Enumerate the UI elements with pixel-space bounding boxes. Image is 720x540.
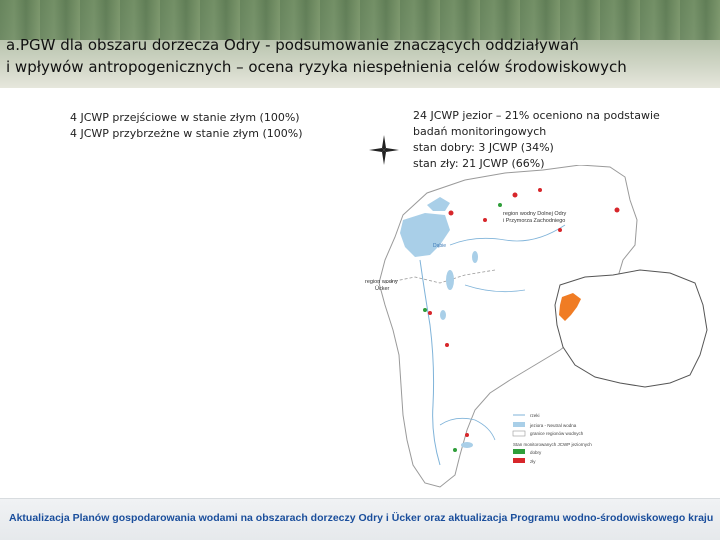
region-outline bbox=[378, 165, 638, 488]
legend-label-lake: jeziora - Neutral wodna bbox=[529, 423, 577, 428]
page-title-line-2: i wpływów antropogenicznych – ocena ryzy… bbox=[6, 58, 627, 76]
lake-water bbox=[440, 310, 446, 320]
legend-swatch-lake bbox=[513, 422, 525, 427]
header-trees-photo bbox=[0, 0, 720, 40]
right-summary: 24 JCWP jezior – 21% oceniono na podstaw… bbox=[413, 108, 713, 172]
river bbox=[464, 284, 526, 293]
lake-status-bad bbox=[538, 188, 542, 192]
legend-swatch-bad bbox=[513, 458, 525, 463]
lagoon-water bbox=[400, 213, 450, 257]
legend-label-border: granice regionów wodnych bbox=[530, 431, 584, 436]
lake-status-bad bbox=[614, 207, 620, 213]
region-label-odra: region wodny Dolnej Odry i Przymorza Zac… bbox=[503, 211, 568, 224]
right-summary-line: badań monitoringowych bbox=[413, 125, 547, 138]
lake-status-bad bbox=[465, 433, 469, 437]
left-summary: 4 JCWP przejściowe w stanie złym (100%) … bbox=[70, 110, 350, 142]
lake-water bbox=[472, 251, 478, 263]
legend-label-river: rzeki bbox=[530, 413, 540, 418]
lake-water bbox=[427, 197, 450, 211]
poland-highlight-region bbox=[559, 293, 581, 321]
poland-inset-map bbox=[554, 269, 708, 388]
region-label-ucker-line-2: Ücker bbox=[375, 285, 390, 292]
region-label-odra-line-2: i Przymorza Zachodniego bbox=[503, 218, 565, 224]
compass-icon bbox=[369, 135, 399, 165]
left-summary-line: 4 JCWP przejściowe w stanie złym (100%) bbox=[70, 111, 300, 124]
lake-status-good bbox=[453, 448, 457, 452]
left-summary-line: 4 JCWP przybrzeżne w stanie złym (100%) bbox=[70, 127, 303, 140]
river bbox=[419, 259, 441, 466]
lake-water bbox=[461, 442, 473, 448]
lake-status-good bbox=[423, 308, 427, 312]
lake-status-bad bbox=[512, 192, 518, 198]
page-title-line-1: a.PGW dla obszaru dorzecza Odry - podsum… bbox=[6, 36, 579, 54]
legend-label-good: dobry bbox=[530, 450, 542, 455]
page-title: a.PGW dla obszaru dorzecza Odry - podsum… bbox=[6, 34, 718, 78]
lake-status-good bbox=[498, 203, 502, 207]
right-summary-line: 24 JCWP jezior – 21% oceniono na podstaw… bbox=[413, 109, 660, 122]
legend-status-title: Stan monitorowanych JCWP jeziornych bbox=[513, 442, 592, 447]
river bbox=[449, 224, 566, 246]
lake-status-bad bbox=[558, 228, 562, 232]
legend-label-bad: zły bbox=[530, 459, 536, 464]
poland-outline bbox=[554, 269, 708, 388]
legend-swatch-border bbox=[512, 430, 526, 437]
river-basin-map: region wodny Dolnej Odry i Przymorza Zac… bbox=[365, 165, 708, 488]
region-label-ucker-line-1: region wodny bbox=[365, 279, 398, 285]
river bbox=[439, 417, 496, 441]
footer-text: Aktualizacja Planów gospodarowania wodam… bbox=[9, 512, 714, 524]
legend-swatch-good bbox=[513, 449, 525, 454]
region-label-ucker: region wodny Ücker bbox=[365, 279, 399, 292]
header-banner bbox=[0, 0, 720, 88]
footer-bar bbox=[0, 498, 720, 540]
map-legend: rzeki jeziora - Neutral wodna granice re… bbox=[512, 413, 592, 464]
lake-status-bad bbox=[483, 218, 487, 222]
right-summary-line: stan zły: 21 JCWP (66%) bbox=[413, 157, 545, 170]
lake-status-bad bbox=[445, 343, 449, 347]
header-water-photo bbox=[0, 40, 720, 88]
region-label-odra-line-1: region wodny Dolnej Odry bbox=[503, 211, 567, 217]
lake-water bbox=[446, 270, 454, 290]
right-summary-line: stan dobry: 3 JCWP (34%) bbox=[413, 141, 554, 154]
region-border-internal bbox=[384, 269, 496, 284]
lake-status-bad bbox=[428, 311, 432, 315]
lake-status-bad bbox=[448, 210, 454, 216]
lake-label-dabie: Dąbie bbox=[433, 243, 446, 249]
